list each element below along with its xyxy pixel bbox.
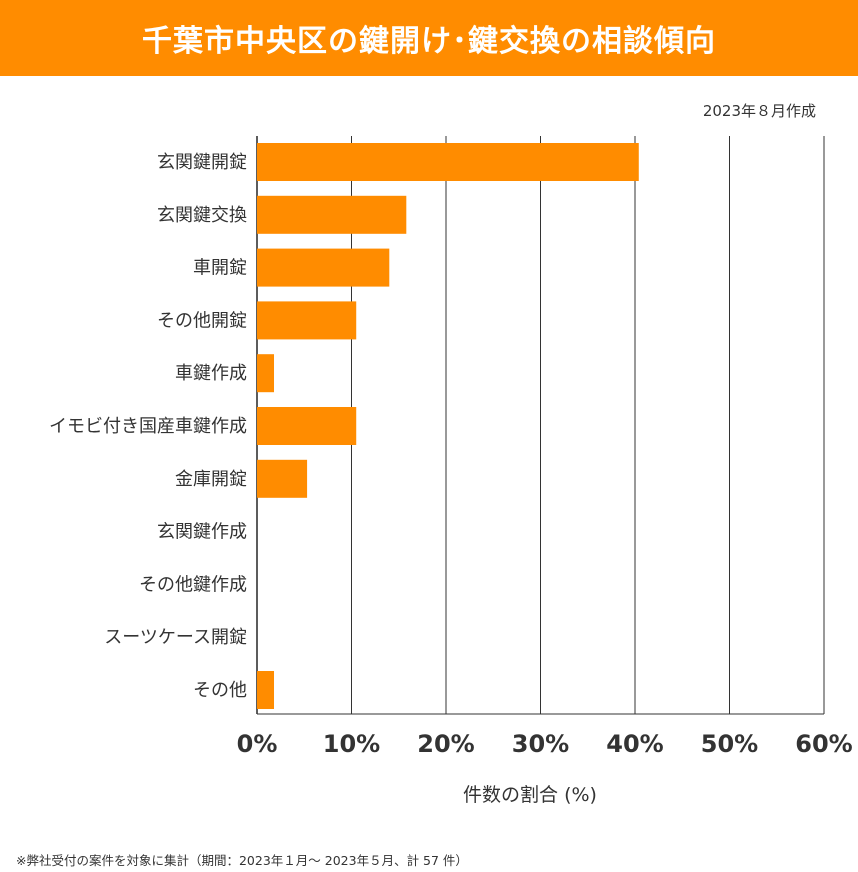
x-tick-label: 0% [237, 730, 278, 758]
x-tick-label: 20% [417, 730, 474, 758]
bars [257, 143, 639, 709]
bar [257, 407, 357, 445]
bar [257, 248, 390, 287]
category-label: スーツケース開錠 [104, 627, 247, 648]
grid-lines [256, 136, 825, 715]
category-label: その他 [193, 680, 247, 701]
category-label: その他鍵作成 [139, 574, 247, 595]
x-tick-label: 60% [795, 730, 852, 758]
x-tick-label: 40% [606, 730, 663, 758]
category-label: 金庫開錠 [175, 469, 247, 490]
bar [257, 354, 275, 393]
category-label: 車開錠 [193, 258, 247, 279]
bar [257, 671, 275, 709]
category-labels: 玄関鍵開錠玄関鍵交換車開錠その他開錠車鍵作成イモビ付き国産車鍵作成金庫開錠玄関鍵… [49, 152, 247, 701]
footnote: ※弊社受付の案件を対象に集計（期間：2023年１月～ 2023年５月、計 57 … [16, 853, 468, 868]
category-label: イモビ付き国産車鍵作成 [49, 416, 247, 437]
bar [257, 143, 639, 181]
x-axis-label: 件数の割合 (%) [463, 784, 597, 806]
category-label: 玄関鍵作成 [157, 522, 247, 543]
x-tick-label: 30% [512, 730, 569, 758]
bar [257, 459, 308, 498]
category-label: その他開錠 [157, 310, 247, 331]
category-label: 玄関鍵開錠 [157, 152, 247, 173]
x-tick-label: 10% [323, 730, 380, 758]
x-tick-labels: 0% 10% 20% 30% 40% 50% 60% [237, 730, 853, 758]
chart-title: 千葉市中央区の鍵開け･鍵交換の相談傾向 [0, 0, 858, 76]
bar [257, 301, 357, 340]
category-label: 車鍵作成 [175, 363, 247, 384]
created-date: 2023年８月作成 [702, 102, 816, 120]
category-label: 玄関鍵交換 [157, 205, 247, 226]
x-tick-label: 50% [701, 730, 758, 758]
bar [257, 195, 407, 234]
